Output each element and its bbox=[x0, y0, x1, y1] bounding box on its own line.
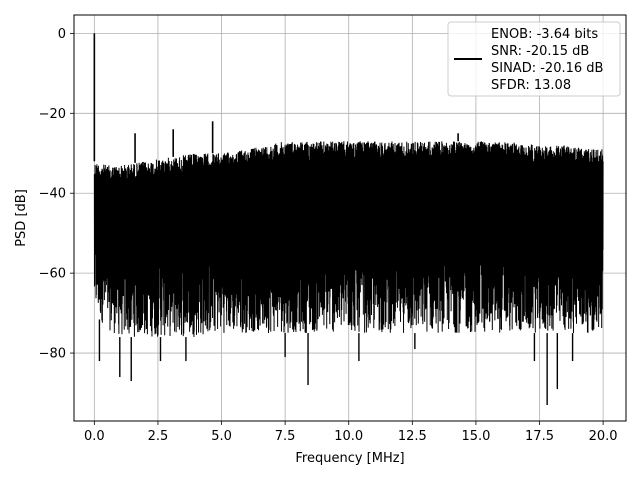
psd-series bbox=[93, 33, 604, 406]
x-tick-label: 12.5 bbox=[398, 429, 427, 444]
x-axis-label: Frequency [MHz] bbox=[295, 451, 404, 466]
x-tick-label: 5.0 bbox=[211, 429, 232, 444]
legend-box bbox=[447, 21, 621, 97]
x-tick-label: 0.0 bbox=[84, 429, 105, 444]
y-tick-label: −40 bbox=[39, 187, 66, 202]
legend-sinad: SINAD: -20.16 dB bbox=[491, 61, 603, 76]
plot-frame bbox=[73, 14, 627, 422]
psd-trace bbox=[93, 141, 604, 338]
y-tick-label: −60 bbox=[39, 267, 66, 282]
x-tick-label: 20.0 bbox=[589, 429, 618, 444]
legend-enob: ENOB: -3.64 bits bbox=[491, 27, 598, 42]
y-tick-label: 0 bbox=[58, 27, 66, 42]
y-axis-label: PSD [dB] bbox=[14, 189, 29, 247]
y-tick-label: −20 bbox=[39, 107, 66, 122]
y-tick-label: −80 bbox=[39, 347, 66, 362]
x-tick-label: 7.5 bbox=[275, 429, 296, 444]
x-tick-label: 2.5 bbox=[148, 429, 169, 444]
legend: ENOB: -3.64 bits SNR: -20.15 dB SINAD: -… bbox=[447, 21, 621, 97]
legend-sfdr: SFDR: 13.08 bbox=[491, 78, 571, 93]
x-tick-label: 17.5 bbox=[525, 429, 554, 444]
x-axis: 0.0 2.5 5.0 7.5 10.0 12.5 15.0 17.5 20.0 bbox=[84, 421, 618, 444]
x-tick-label: 15.0 bbox=[461, 429, 490, 444]
y-axis: 0 −20 −40 −60 −80 bbox=[39, 27, 74, 362]
x-tick-label: 10.0 bbox=[334, 429, 363, 444]
legend-snr: SNR: -20.15 dB bbox=[491, 44, 589, 59]
